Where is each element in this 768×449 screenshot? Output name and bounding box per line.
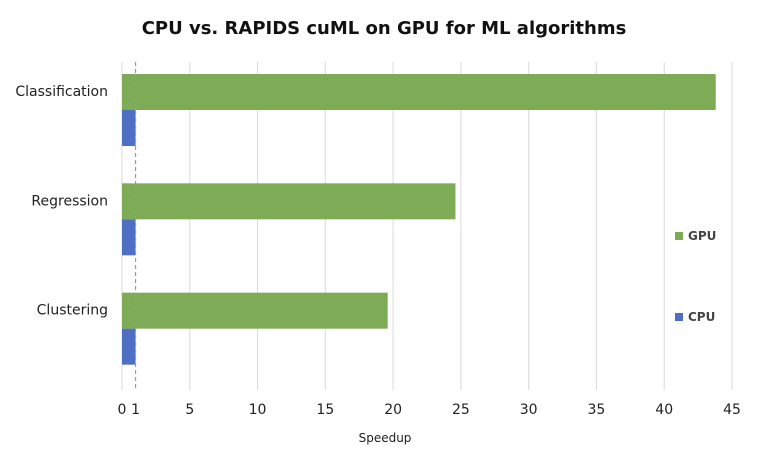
- gridlines: [121, 62, 733, 390]
- x-tick-45: 45: [723, 402, 741, 418]
- bar-cpu-regression: [122, 219, 136, 256]
- x-tick-10: 10: [249, 402, 267, 418]
- x-tick-15: 15: [316, 402, 334, 418]
- x-axis-title: Speedup: [359, 431, 412, 445]
- category-label-classification: Classification: [15, 84, 108, 100]
- category-labels: Classification Regression Clustering: [15, 84, 108, 319]
- chart-title: CPU vs. RAPIDS cuML on GPU for ML algori…: [141, 18, 627, 39]
- bar-cpu-clustering: [122, 328, 136, 365]
- x-tick-1: 1: [131, 402, 140, 418]
- legend-swatch-cpu: [675, 313, 683, 321]
- legend-label-cpu: CPU: [688, 310, 715, 324]
- bar-cpu-classification: [122, 110, 136, 146]
- legend-swatch-gpu: [675, 232, 683, 240]
- x-tick-25: 25: [452, 402, 470, 418]
- category-label-regression: Regression: [31, 193, 108, 209]
- x-tick-labels: 0 1 5 10 15 20 25 30 35 40 45: [118, 402, 741, 418]
- legend: GPU CPU: [675, 229, 716, 324]
- bar-gpu-classification: [122, 74, 716, 110]
- legend-label-gpu: GPU: [688, 229, 716, 243]
- x-tick-30: 30: [520, 402, 538, 418]
- x-tick-5: 5: [185, 402, 194, 418]
- bars: [122, 74, 716, 365]
- x-tick-0: 0: [118, 402, 127, 418]
- bar-gpu-regression: [122, 183, 456, 220]
- x-tick-40: 40: [655, 402, 673, 418]
- x-tick-35: 35: [588, 402, 606, 418]
- category-label-clustering: Clustering: [37, 303, 108, 319]
- x-tick-20: 20: [384, 402, 402, 418]
- bar-gpu-clustering: [122, 292, 388, 329]
